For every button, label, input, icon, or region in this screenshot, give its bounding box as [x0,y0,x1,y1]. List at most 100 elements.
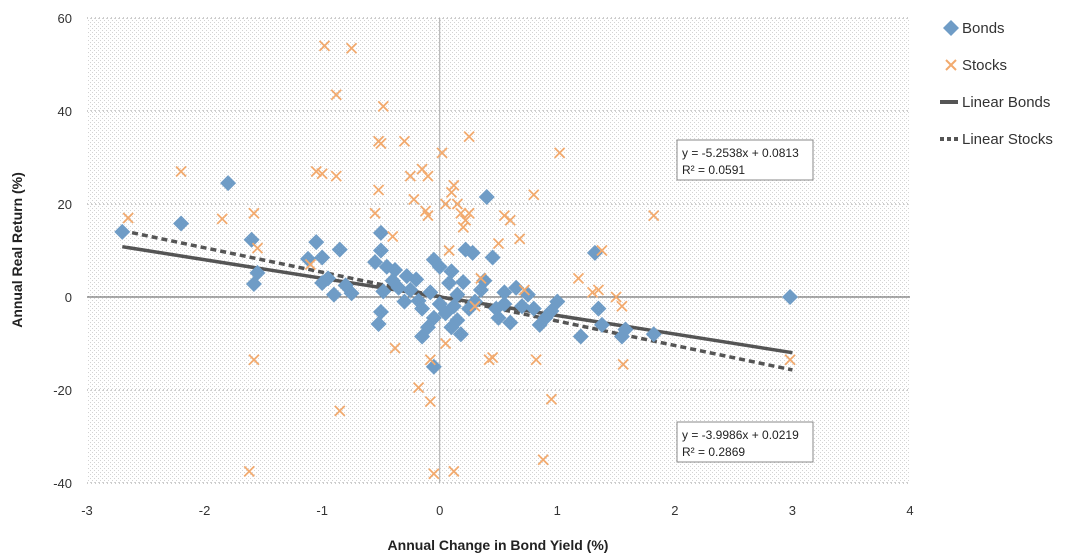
bonds-point [220,175,237,192]
stocks-point [377,100,389,112]
legend: Bonds Stocks Linear Bonds Linear Stocks [940,20,1053,148]
stocks-point [514,233,526,245]
bonds-point [243,231,260,248]
stocks-point [586,286,599,298]
bonds-point [367,254,384,271]
bonds-point [390,279,407,296]
stocks-point [463,130,475,143]
y-tick-label: -40 [53,476,72,491]
bonds-point [496,295,513,312]
bonds-point [372,224,389,241]
stocks-point [445,186,458,199]
bonds-point [314,249,331,266]
y-tick-label: 20 [58,197,72,212]
axis-lines [87,18,910,483]
stocks-point [545,393,558,405]
stocks-point [330,170,342,182]
stocks-point [439,198,452,210]
x-tick-label: 3 [789,503,796,518]
stocks-point [316,168,328,180]
stocks-equation-box: y = -5.2538x + 0.0813 R² = 0.0591 [676,139,814,181]
bonds-point [343,285,360,302]
stocks-point [504,214,516,226]
x-axis-title: Annual Change in Bond Yield (%) [388,537,609,553]
y-axis-title: Annual Real Return (%) [9,172,25,328]
legend-item-stocks: Stocks [945,57,1007,74]
stocks-point [554,147,566,159]
stocks-point [375,137,387,150]
bonds-point [408,271,425,288]
bonds-point [445,298,462,315]
stocks-point [616,300,628,312]
bonds-point [782,289,799,305]
stocks-point [459,214,472,226]
stocks-point [422,170,434,182]
legend-label-bonds: Bonds [962,20,1005,37]
bonds-point [441,275,458,292]
stocks-point [404,170,416,182]
bonds-point [525,300,542,317]
x-tick-label: -2 [199,503,211,518]
bonds-point [425,309,442,326]
stocks-point [439,337,452,350]
bonds-point [375,283,392,300]
stocks-point [436,147,448,159]
stocks-point [330,89,342,101]
stocks-point [648,209,660,222]
bonds-point [396,293,413,310]
stocks-point [422,209,434,222]
stocks-point [175,165,187,178]
stocks-point [398,135,411,147]
legend-item-bonds: Bonds [943,20,1005,37]
stocks-point [345,42,358,54]
stocks-point [248,354,260,366]
bonds-point [173,215,190,232]
bonds-point [490,309,507,326]
bonds-point [449,286,466,303]
stocks-point [304,258,317,271]
y-tick-label: 40 [58,104,72,119]
bonds-point [387,262,404,279]
y-tick-label: -20 [53,383,72,398]
stocks-point [318,40,331,52]
bonds-point [508,279,525,296]
stocks-point [248,207,260,219]
bonds-point [645,326,662,343]
bonds-point [464,244,481,261]
x-tick-label: 2 [671,503,678,518]
x-tick-label: -1 [316,503,328,518]
bonds-point [449,312,466,329]
bonds-point [478,189,495,206]
bonds-r-squared: R² = 0.2869 [682,445,745,459]
y-tick-label: 60 [58,11,72,26]
stocks-point [389,342,401,354]
bonds-point [372,303,389,320]
stocks-marker-icon [945,59,957,71]
bonds-point [452,326,469,343]
legend-item-linear-stocks: Linear Stocks [940,131,1053,148]
stocks-point [372,184,385,196]
bonds-point [586,244,603,261]
stocks-point [596,244,608,257]
bonds-point [402,282,419,299]
bonds-point [414,300,431,317]
bonds-marker-icon [943,20,959,36]
stocks-point [251,242,264,254]
legend-item-linear-bonds: Linear Bonds [940,94,1050,111]
stocks-point [310,165,322,178]
bonds-point [549,293,566,310]
bonds-point [514,298,531,315]
bonds-point [455,274,472,291]
stocks-point [334,405,346,417]
stocks-point [455,207,467,219]
bonds-point [372,242,389,259]
stocks-point [216,213,228,225]
stocks-point [448,179,460,192]
stocks-point [369,207,381,219]
bonds-point [496,284,513,301]
x-tick-label: -3 [81,503,93,518]
y-tick-label: 0 [65,290,72,305]
stocks-point [572,272,585,285]
stocks-point [243,465,255,478]
